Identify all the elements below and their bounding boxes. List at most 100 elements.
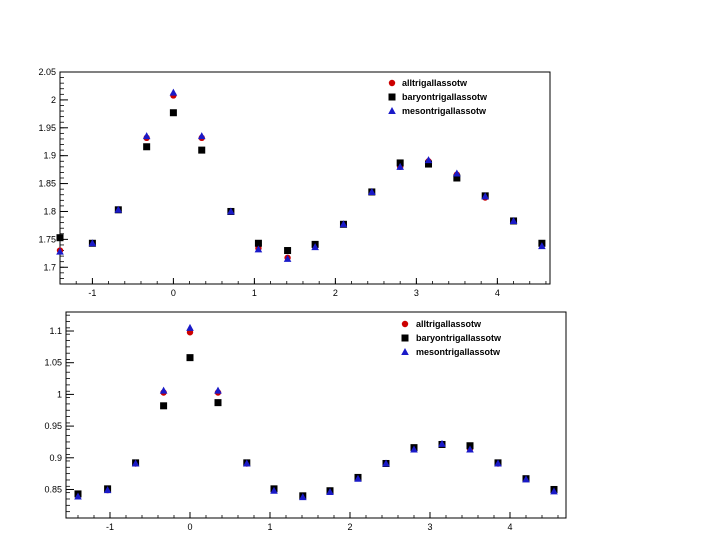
x-tick-label: 2 bbox=[333, 288, 338, 298]
data-point-triangle bbox=[74, 492, 82, 500]
legend-bottom: alltrigallassotw baryontrigallassotw mes… bbox=[401, 319, 502, 357]
legend-top: alltrigallassotw baryontrigallassotw mes… bbox=[388, 78, 488, 116]
top-scatter-panel: -1 0 1 2 3 4 1.7 1.75 1.8 1.85 1.9 1.95 2 2.05 alltri… bbox=[38, 67, 551, 298]
legend-label-meson-2: mesontrigallassotw bbox=[416, 347, 501, 357]
data-point-square bbox=[425, 160, 433, 168]
x-tick-label: 3 bbox=[427, 522, 432, 532]
data-point-triangle bbox=[466, 445, 474, 453]
data-point-triangle bbox=[326, 488, 334, 496]
data-point-triangle bbox=[424, 156, 433, 164]
data-point-square bbox=[453, 174, 461, 182]
x-tick-label: -1 bbox=[88, 288, 96, 298]
x-tick-label: 3 bbox=[414, 288, 419, 298]
data-point-triangle bbox=[509, 216, 518, 224]
y-tick-label: 1 bbox=[57, 389, 62, 399]
data-point-triangle bbox=[382, 459, 390, 467]
data-point-triangle bbox=[214, 386, 222, 394]
y-tick-label: 1.05 bbox=[44, 358, 62, 368]
axes-bottom: -1 0 1 2 3 4 0.85 0.9 0.95 1 1.05 1.1 bbox=[44, 314, 559, 532]
y-tick-label: 1.75 bbox=[38, 234, 56, 244]
legend-entry-meson-2: mesontrigallassotw bbox=[416, 347, 501, 357]
data-point-triangle bbox=[438, 439, 446, 447]
y-tick-label: 1.8 bbox=[43, 206, 56, 216]
y-tick-label: 0.9 bbox=[49, 453, 62, 463]
data-point-triangle bbox=[103, 486, 112, 494]
legend-marker-triangle bbox=[401, 348, 409, 355]
legend-marker-triangle bbox=[388, 107, 396, 114]
y-tick-label: 2.05 bbox=[38, 67, 56, 77]
data-point-triangle bbox=[396, 162, 404, 170]
x-tick-label: 4 bbox=[507, 522, 512, 532]
data-point-square bbox=[284, 247, 292, 255]
legend-entry-alltrig-2: alltrigallassotw bbox=[416, 319, 482, 329]
y-tick-label: 1.95 bbox=[38, 123, 56, 133]
legend-label-alltrig-2: alltrigallassotw bbox=[416, 319, 482, 329]
x-tick-label: 4 bbox=[495, 288, 500, 298]
legend-marker-square bbox=[401, 334, 409, 342]
data-point-square bbox=[198, 146, 206, 154]
data-point-triangle bbox=[270, 486, 278, 494]
x-tick-label: 1 bbox=[267, 522, 272, 532]
legend-label-meson: mesontrigallassotw bbox=[402, 106, 487, 116]
data-point-square bbox=[186, 354, 194, 362]
legend-label-baryon-2: baryontrigallassotw bbox=[416, 333, 502, 343]
data-point-square bbox=[169, 109, 177, 117]
data-point-square bbox=[56, 234, 64, 242]
data-point-triangle bbox=[186, 323, 194, 331]
legend-marker-square bbox=[388, 93, 396, 101]
data-point-triangle bbox=[88, 239, 97, 247]
data-points-bottom bbox=[74, 323, 558, 501]
data-point-triangle bbox=[243, 459, 251, 467]
data-point-square bbox=[254, 239, 262, 247]
y-tick-label: 0.95 bbox=[44, 421, 62, 431]
data-point-triangle bbox=[481, 192, 490, 200]
data-point-triangle bbox=[131, 459, 140, 467]
legend-entry-baryon: baryontrigallassotw bbox=[402, 92, 488, 102]
plot-frame-bottom bbox=[65, 311, 567, 519]
data-point-triangle bbox=[453, 169, 461, 177]
data-point-triangle bbox=[494, 459, 502, 467]
y-tick-label: 1.9 bbox=[43, 151, 56, 161]
y-tick-label: 1.1 bbox=[49, 326, 62, 336]
data-point-triangle bbox=[114, 205, 123, 213]
x-tick-label: 0 bbox=[187, 522, 192, 532]
data-point-triangle bbox=[339, 220, 348, 228]
data-point-triangle bbox=[299, 493, 307, 501]
data-point-triangle bbox=[522, 475, 530, 483]
data-point-triangle bbox=[538, 242, 546, 250]
y-tick-label: 0.85 bbox=[44, 484, 62, 494]
legend-entry-alltrig: alltrigallassotw bbox=[402, 78, 468, 88]
x-tick-label: 1 bbox=[252, 288, 257, 298]
legend-label-baryon: baryontrigallassotw bbox=[402, 92, 488, 102]
x-tick-label: -1 bbox=[106, 522, 114, 532]
data-point-triangle bbox=[169, 88, 178, 96]
data-point-triangle bbox=[254, 245, 263, 253]
legend-entry-meson: mesontrigallassotw bbox=[402, 106, 487, 116]
data-point-triangle bbox=[283, 254, 292, 262]
bottom-scatter-panel: -1 0 1 2 3 4 0.85 0.9 0.95 1 1.05 1.1 alltrigallass… bbox=[44, 311, 567, 532]
data-point-square bbox=[160, 402, 168, 410]
data-point-triangle bbox=[197, 132, 206, 140]
y-tick-label: 2 bbox=[51, 95, 56, 105]
data-point-triangle bbox=[550, 487, 558, 495]
data-point-triangle bbox=[142, 132, 151, 140]
data-point-square bbox=[143, 143, 151, 151]
data-point-triangle bbox=[56, 247, 64, 255]
data-point-triangle bbox=[354, 474, 362, 482]
data-points-top bbox=[56, 88, 546, 262]
legend-marker-circle bbox=[388, 79, 396, 87]
x-tick-label: 0 bbox=[171, 288, 176, 298]
legend-marker-circle bbox=[401, 320, 409, 328]
legend-entry-baryon-2: baryontrigallassotw bbox=[416, 333, 502, 343]
data-point-triangle bbox=[410, 445, 418, 453]
data-point-triangle bbox=[159, 386, 168, 394]
data-point-triangle bbox=[311, 243, 319, 251]
legend-label-alltrig: alltrigallassotw bbox=[402, 78, 468, 88]
y-tick-label: 1.7 bbox=[43, 262, 56, 272]
data-point-triangle bbox=[227, 207, 235, 215]
y-tick-label: 1.85 bbox=[38, 179, 56, 189]
x-tick-label: 2 bbox=[347, 522, 352, 532]
data-point-square bbox=[214, 399, 222, 407]
axes-top: -1 0 1 2 3 4 1.7 1.75 1.8 1.85 1.9 1.95 2 2.05 bbox=[38, 67, 547, 298]
